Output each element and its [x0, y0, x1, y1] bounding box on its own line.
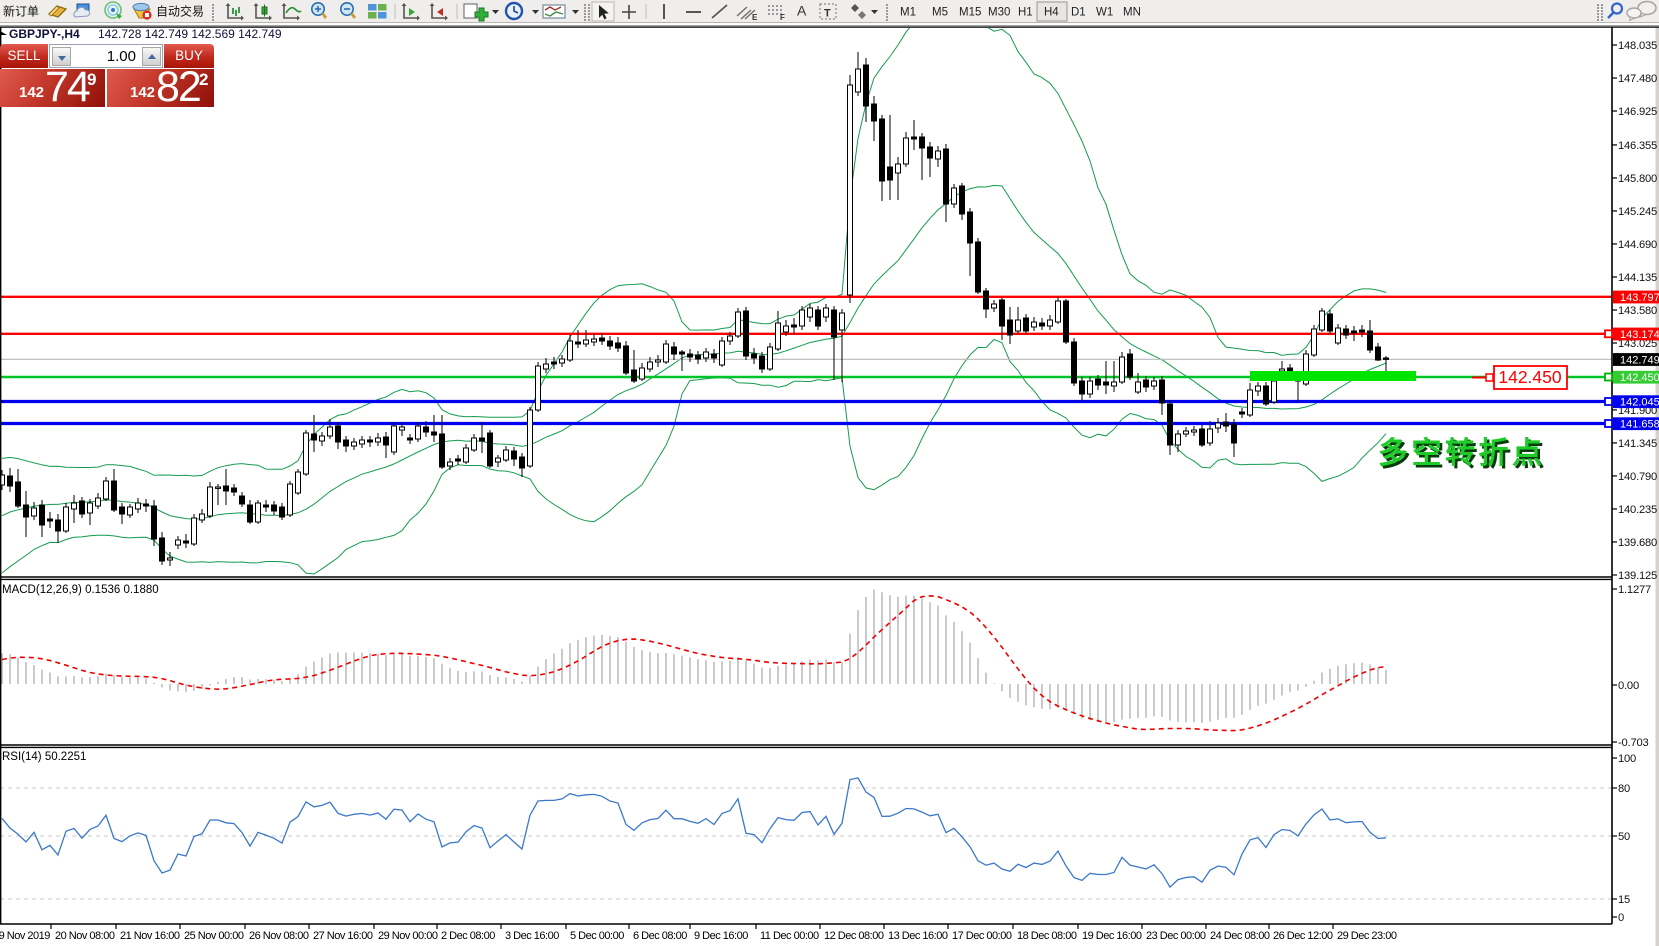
svg-text:A: A	[797, 3, 807, 19]
svg-text:146.355: 146.355	[1618, 140, 1657, 152]
svg-text:M5: M5	[932, 7, 948, 19]
svg-text:148.035: 148.035	[1618, 40, 1657, 52]
svg-text:146.925: 146.925	[1618, 106, 1657, 118]
svg-text:5 Dec 00:00: 5 Dec 00:00	[570, 930, 624, 942]
svg-text:F: F	[780, 13, 785, 22]
svg-text:19 Dec 16:00: 19 Dec 16:00	[1082, 930, 1142, 942]
svg-text:141.658: 141.658	[1620, 419, 1659, 431]
svg-text:15: 15	[1618, 894, 1630, 906]
svg-text:27 Nov 16:00: 27 Nov 16:00	[313, 930, 373, 942]
svg-text:144.135: 144.135	[1618, 272, 1657, 284]
svg-text:GBPJPY-,H4: GBPJPY-,H4	[9, 27, 80, 41]
svg-text:M1: M1	[900, 7, 916, 19]
svg-text:142.749: 142.749	[1620, 355, 1659, 367]
svg-text:0.00: 0.00	[1618, 680, 1639, 692]
svg-text:141.345: 141.345	[1618, 438, 1657, 450]
svg-text:3 Dec 16:00: 3 Dec 16:00	[505, 930, 559, 942]
svg-text:2 Dec 08:00: 2 Dec 08:00	[441, 930, 495, 942]
svg-text:T: T	[824, 8, 831, 20]
svg-text:147.480: 147.480	[1618, 73, 1657, 85]
svg-text:145.800: 145.800	[1618, 173, 1657, 185]
svg-text:自动交易: 自动交易	[156, 4, 204, 19]
svg-text:12 Dec 08:00: 12 Dec 08:00	[824, 930, 884, 942]
svg-text:140.235: 140.235	[1618, 504, 1657, 516]
svg-text:29 Nov 00:00: 29 Nov 00:00	[378, 930, 438, 942]
svg-text:H4: H4	[1044, 7, 1059, 19]
svg-text:E: E	[752, 13, 758, 22]
svg-text:80: 80	[1618, 783, 1630, 795]
svg-text:D1: D1	[1071, 7, 1086, 19]
svg-text:18 Dec 08:00: 18 Dec 08:00	[1017, 930, 1077, 942]
svg-text:-0.703: -0.703	[1618, 737, 1649, 749]
svg-text:9 Dec 16:00: 9 Dec 16:00	[694, 930, 748, 942]
svg-text:17 Dec 00:00: 17 Dec 00:00	[952, 930, 1012, 942]
svg-text:142.728 142.749 142.569 142.74: 142.728 142.749 142.569 142.749	[98, 27, 282, 41]
svg-text:MN: MN	[1123, 7, 1141, 19]
svg-text:H1: H1	[1018, 7, 1033, 19]
svg-text:29 Dec 23:00: 29 Dec 23:00	[1337, 930, 1397, 942]
svg-text:0: 0	[1618, 912, 1624, 924]
svg-text:M30: M30	[988, 7, 1010, 19]
svg-text:143.580: 143.580	[1618, 305, 1657, 317]
svg-text:21 Nov 16:00: 21 Nov 16:00	[120, 930, 180, 942]
svg-text:多空转折点: 多空转折点	[1378, 437, 1546, 470]
svg-text:6 Dec 08:00: 6 Dec 08:00	[633, 930, 687, 942]
svg-text:144.690: 144.690	[1618, 239, 1657, 251]
svg-text:142.450: 142.450	[1498, 367, 1562, 387]
svg-text:1.1277: 1.1277	[1618, 584, 1651, 596]
svg-text:142.450: 142.450	[1620, 372, 1659, 384]
svg-text:RSI(14) 50.2251: RSI(14) 50.2251	[2, 751, 86, 763]
svg-text:新订单: 新订单	[3, 4, 39, 19]
svg-text:19 Nov 2019: 19 Nov 2019	[0, 930, 50, 942]
svg-text:143.174: 143.174	[1620, 329, 1659, 341]
svg-text:M15: M15	[959, 7, 981, 19]
svg-text:143.797: 143.797	[1620, 292, 1659, 304]
svg-text:143.025: 143.025	[1618, 338, 1657, 350]
svg-text:11 Dec 00:00: 11 Dec 00:00	[760, 930, 819, 942]
svg-text:50: 50	[1618, 831, 1630, 843]
svg-text:20 Nov 08:00: 20 Nov 08:00	[55, 930, 115, 942]
svg-text:142.045: 142.045	[1620, 397, 1659, 409]
svg-text:145.245: 145.245	[1618, 206, 1657, 218]
svg-text:139.125: 139.125	[1618, 570, 1657, 582]
svg-text:26 Dec 12:00: 26 Dec 12:00	[1273, 930, 1333, 942]
svg-text:MACD(12,26,9) 0.1536 0.1880: MACD(12,26,9) 0.1536 0.1880	[2, 584, 159, 596]
svg-text:139.680: 139.680	[1618, 537, 1657, 549]
svg-text:25 Nov 00:00: 25 Nov 00:00	[184, 930, 244, 942]
svg-text:23 Dec 00:00: 23 Dec 00:00	[1146, 930, 1206, 942]
svg-text:100: 100	[1618, 753, 1636, 765]
svg-text:W1: W1	[1096, 7, 1113, 19]
svg-text:13 Dec 16:00: 13 Dec 16:00	[888, 930, 948, 942]
svg-text:24 Dec 08:00: 24 Dec 08:00	[1210, 930, 1270, 942]
svg-text:26 Nov 08:00: 26 Nov 08:00	[249, 930, 309, 942]
svg-text:140.790: 140.790	[1618, 471, 1657, 483]
